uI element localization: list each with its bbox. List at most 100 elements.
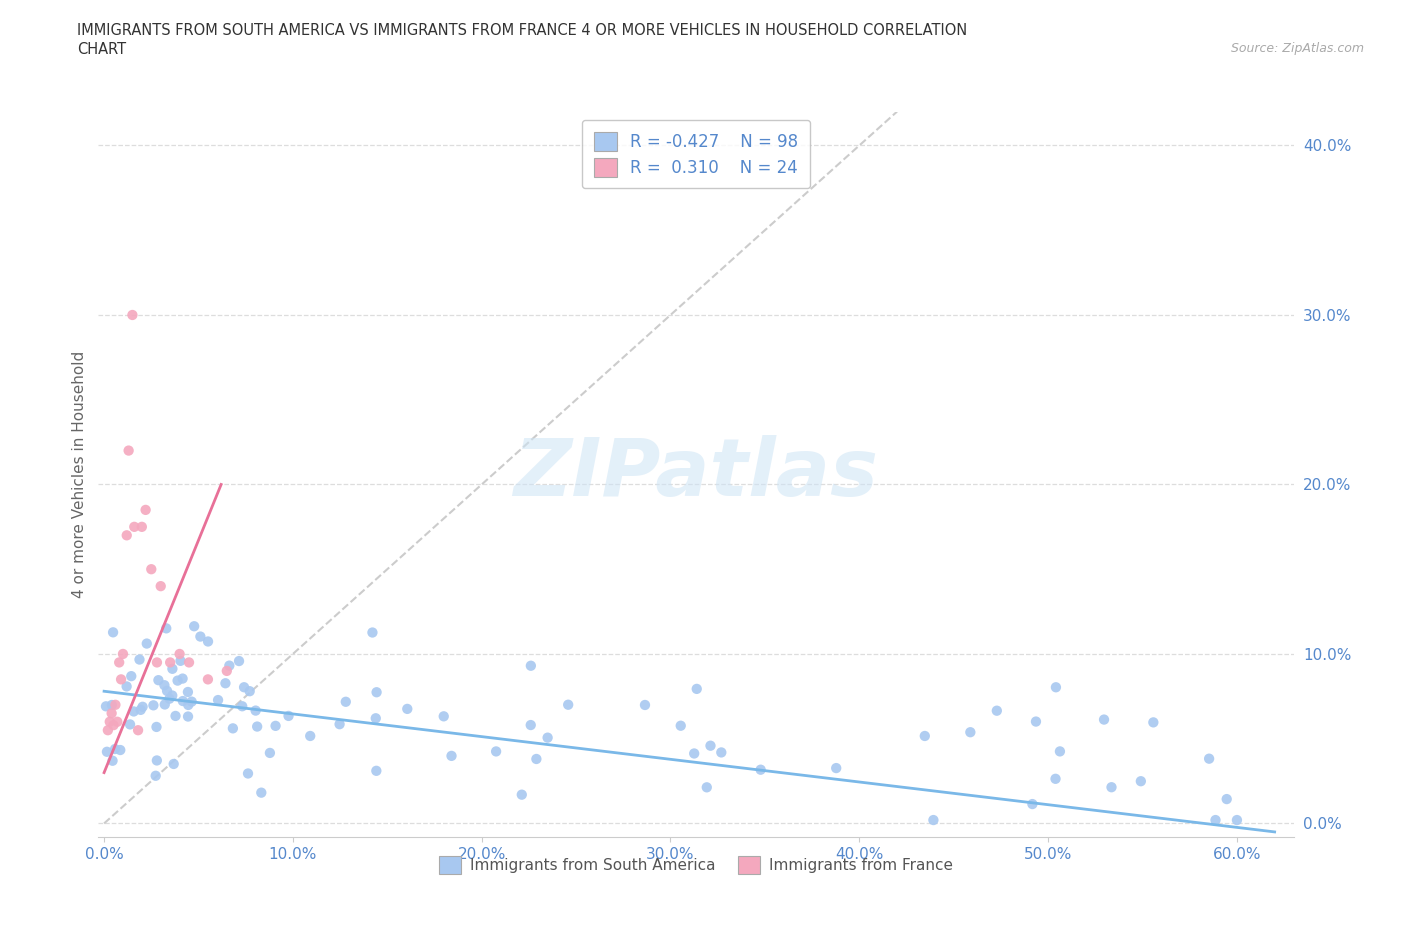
Text: CHART: CHART xyxy=(77,42,127,57)
Point xyxy=(162,688,184,703)
Point xyxy=(135,636,157,651)
Point xyxy=(101,698,124,712)
Point xyxy=(118,717,141,732)
Point xyxy=(135,502,157,517)
Point xyxy=(159,691,181,706)
Point xyxy=(177,709,200,724)
Point xyxy=(1129,774,1152,789)
Point xyxy=(245,703,267,718)
Point xyxy=(485,744,508,759)
Point xyxy=(207,693,229,708)
Point xyxy=(299,728,322,743)
Point xyxy=(433,709,456,724)
Point xyxy=(1198,751,1220,766)
Point xyxy=(228,654,250,669)
Point xyxy=(169,654,191,669)
Point xyxy=(1025,714,1047,729)
Text: ZIPatlas: ZIPatlas xyxy=(513,435,879,513)
Point xyxy=(122,704,145,719)
Point xyxy=(825,761,848,776)
Point xyxy=(634,698,657,712)
Point xyxy=(100,706,122,721)
Legend: Immigrants from South America, Immigrants from France: Immigrants from South America, Immigrant… xyxy=(433,850,959,880)
Point xyxy=(110,672,132,687)
Point xyxy=(440,749,463,764)
Point xyxy=(524,751,547,766)
Point xyxy=(696,780,718,795)
Point xyxy=(94,698,117,713)
Point xyxy=(914,728,936,743)
Point xyxy=(1092,712,1115,727)
Point xyxy=(519,718,541,733)
Point xyxy=(197,672,219,687)
Point xyxy=(1021,797,1043,812)
Point xyxy=(250,785,273,800)
Point xyxy=(104,698,127,712)
Point xyxy=(335,695,357,710)
Point xyxy=(683,746,706,761)
Point xyxy=(162,661,184,676)
Point xyxy=(364,711,387,725)
Point xyxy=(115,679,138,694)
Point xyxy=(259,746,281,761)
Point xyxy=(172,671,194,686)
Point xyxy=(124,519,146,534)
Text: IMMIGRANTS FROM SOUTH AMERICA VS IMMIGRANTS FROM FRANCE 4 OR MORE VEHICLES IN HO: IMMIGRANTS FROM SOUTH AMERICA VS IMMIGRA… xyxy=(77,23,967,38)
Point xyxy=(1142,715,1164,730)
Point xyxy=(142,698,165,712)
Point xyxy=(396,701,419,716)
Point xyxy=(115,528,138,543)
Point xyxy=(669,718,692,733)
Point xyxy=(128,652,150,667)
Point xyxy=(180,694,202,709)
Point xyxy=(169,646,191,661)
Point xyxy=(146,753,169,768)
Point xyxy=(131,699,153,714)
Point xyxy=(129,702,152,717)
Point xyxy=(159,655,181,670)
Point xyxy=(177,698,200,712)
Point xyxy=(1226,813,1249,828)
Point xyxy=(233,680,256,695)
Point xyxy=(163,756,186,771)
Point xyxy=(239,684,262,698)
Point xyxy=(1049,744,1071,759)
Y-axis label: 4 or more Vehicles in Household: 4 or more Vehicles in Household xyxy=(72,351,87,598)
Point xyxy=(222,721,245,736)
Point xyxy=(105,714,128,729)
Point xyxy=(1215,791,1237,806)
Point xyxy=(141,562,163,577)
Point xyxy=(190,629,212,644)
Point xyxy=(686,682,709,697)
Point xyxy=(155,621,177,636)
Point xyxy=(110,742,132,757)
Point xyxy=(96,744,118,759)
Point xyxy=(231,698,253,713)
Point xyxy=(699,738,721,753)
Point xyxy=(366,684,388,699)
Point xyxy=(97,723,120,737)
Point xyxy=(922,813,945,828)
Point xyxy=(520,658,543,673)
Point xyxy=(264,718,287,733)
Point xyxy=(215,663,238,678)
Point xyxy=(236,766,259,781)
Point xyxy=(108,655,131,670)
Point xyxy=(183,618,205,633)
Point xyxy=(536,730,558,745)
Point xyxy=(510,787,533,802)
Point xyxy=(153,697,176,711)
Point xyxy=(361,625,384,640)
Point xyxy=(166,673,188,688)
Point xyxy=(986,703,1008,718)
Point xyxy=(101,625,124,640)
Point xyxy=(127,723,149,737)
Point xyxy=(177,655,200,670)
Point xyxy=(153,678,176,693)
Point xyxy=(329,717,352,732)
Point xyxy=(557,698,579,712)
Point xyxy=(98,714,121,729)
Point xyxy=(214,676,236,691)
Point xyxy=(218,658,240,673)
Point xyxy=(145,768,167,783)
